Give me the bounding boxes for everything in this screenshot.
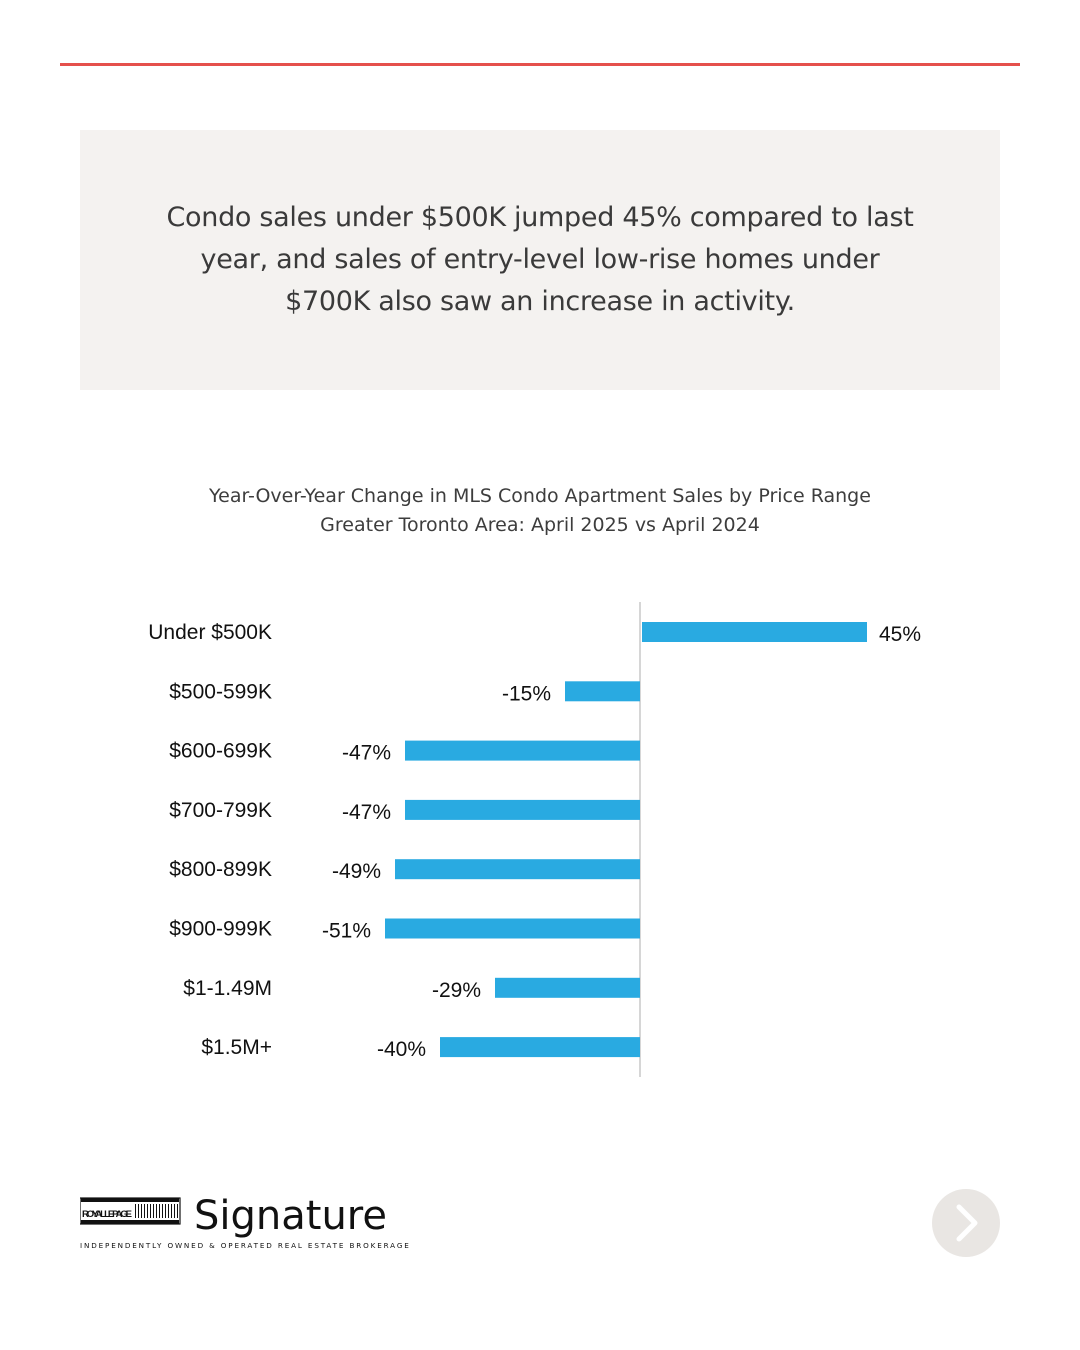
category-label: Under $500K	[148, 621, 272, 644]
value-label: 45%	[879, 623, 921, 646]
callout-box: Condo sales under $500K jumped 45% compa…	[80, 130, 1000, 390]
logo-stripes	[135, 1204, 178, 1218]
bar	[565, 681, 640, 701]
bar-chart: Under $500K 45% $500-599K -15% $600-699K -47%…	[0, 590, 1080, 1090]
logo-tagline-text: INDEPENDENTLY OWNED & OPERATED REAL ESTA…	[80, 1241, 410, 1250]
chart-title-block: Year-Over-Year Change in MLS Condo Apart…	[0, 482, 1080, 540]
logo-signature-text: Signature	[194, 1193, 387, 1239]
bar	[395, 859, 640, 879]
value-label: -15%	[502, 682, 551, 705]
bar	[405, 741, 640, 761]
callout-text: Condo sales under $500K jumped 45% compa…	[160, 197, 920, 323]
brand-logo: ROYAL LEPAGE Signature INDEPENDENTLY OWN…	[80, 1192, 420, 1256]
bar	[495, 978, 640, 998]
value-label: -40%	[377, 1038, 426, 1061]
value-label: -47%	[342, 742, 391, 765]
bar	[440, 1037, 640, 1057]
bar	[642, 622, 867, 642]
value-label: -51%	[322, 920, 371, 943]
logo-royal-lepage-text: ROYAL LEPAGE	[82, 1209, 132, 1220]
category-label: $600-699K	[169, 740, 272, 763]
chevron-right-icon	[951, 1203, 981, 1243]
royal-lepage-signature-logo: ROYAL LEPAGE Signature INDEPENDENTLY OWN…	[80, 1192, 420, 1252]
value-label: -47%	[342, 801, 391, 824]
bar	[405, 800, 640, 820]
next-slide-button[interactable]	[932, 1189, 1000, 1257]
value-label: -29%	[432, 979, 481, 1002]
chart-title: Year-Over-Year Change in MLS Condo Apart…	[0, 482, 1080, 511]
category-label: $700-799K	[169, 799, 272, 822]
category-label: $500-599K	[169, 680, 272, 703]
category-label: $1-1.49M	[183, 977, 272, 1000]
bar	[385, 919, 640, 939]
top-accent-rule	[60, 63, 1020, 66]
chart-subtitle: Greater Toronto Area: April 2025 vs Apri…	[0, 511, 1080, 540]
category-label: $1.5M+	[201, 1036, 272, 1059]
category-label: $900-999K	[169, 918, 272, 941]
value-label: -49%	[332, 860, 381, 883]
category-label: $800-899K	[169, 858, 272, 881]
